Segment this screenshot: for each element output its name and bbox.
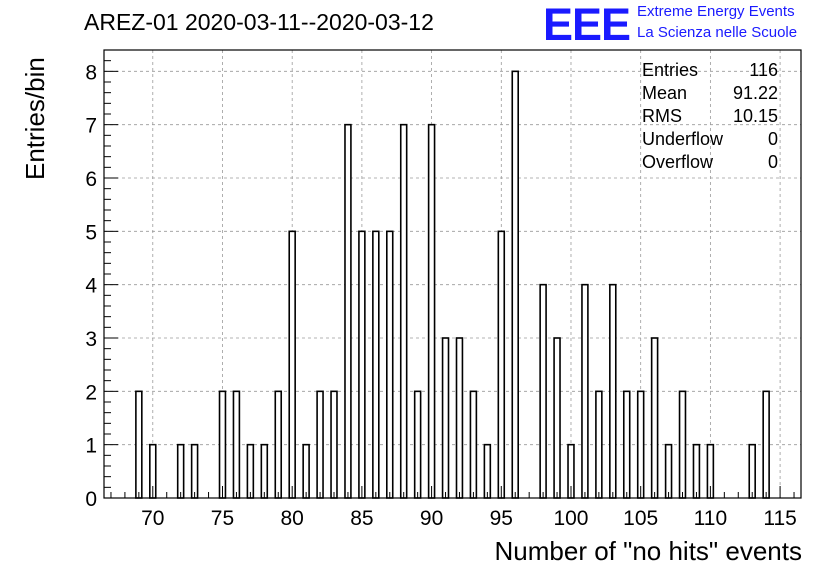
histogram-bar bbox=[330, 390, 338, 499]
histogram-bar bbox=[609, 283, 617, 499]
histogram-bar bbox=[288, 230, 296, 499]
x-tick-label: 105 bbox=[623, 507, 658, 530]
y-tick-label: 7 bbox=[85, 115, 97, 138]
histogram-bar bbox=[664, 443, 673, 499]
histogram-bar bbox=[622, 390, 631, 499]
histogram-bar bbox=[678, 390, 687, 499]
x-tick-label: 85 bbox=[350, 507, 373, 530]
stat-label: RMS bbox=[642, 106, 682, 126]
y-axis-label: Entries/bin bbox=[20, 57, 50, 180]
stat-row-entries: Entries 116 bbox=[638, 59, 784, 82]
y-tick-label: 6 bbox=[85, 168, 97, 191]
histogram-bar bbox=[218, 390, 227, 499]
histogram-bar bbox=[748, 443, 756, 499]
stat-label: Entries bbox=[642, 60, 699, 80]
histogram-bar bbox=[399, 123, 408, 499]
histogram-bar bbox=[246, 443, 255, 499]
x-tick-label: 90 bbox=[420, 507, 443, 530]
stat-value: 116 bbox=[749, 60, 778, 80]
stat-row-rms: RMS 10.15 bbox=[638, 105, 784, 128]
logo-line-1: Extreme Energy Events bbox=[637, 3, 795, 20]
stat-value: 0 bbox=[767, 129, 778, 149]
histogram-bar bbox=[692, 443, 701, 499]
y-tick-label: 1 bbox=[85, 435, 97, 458]
stat-label: Mean bbox=[642, 83, 688, 103]
x-tick-label: 110 bbox=[694, 507, 727, 530]
stat-row-mean: Mean 91.22 bbox=[638, 82, 784, 105]
histogram-bar bbox=[497, 230, 506, 499]
histogram-bar bbox=[455, 337, 464, 499]
stats-box: Entries 116 Mean 91.22 RMS 10.15 Underfl… bbox=[638, 59, 784, 174]
histogram-bar bbox=[469, 390, 478, 499]
histogram-bar bbox=[316, 390, 324, 499]
histogram-bar bbox=[427, 123, 436, 499]
y-tick-label: 5 bbox=[85, 221, 97, 244]
stat-row-underflow: Underflow 0 bbox=[638, 128, 784, 151]
histogram-bar bbox=[483, 443, 492, 499]
y-tick-label: 2 bbox=[85, 381, 97, 404]
y-tick-label: 4 bbox=[85, 275, 97, 298]
stat-value: 10.15 bbox=[732, 106, 778, 126]
tick-labels: 70 75 80 85 90 95 100 105 110 115 0 1 2 3 4 5 6 7 8 bbox=[85, 61, 797, 530]
histogram-bar bbox=[441, 337, 450, 499]
histogram-bar bbox=[511, 70, 520, 499]
histogram-bar bbox=[385, 230, 394, 499]
x-axis-label: Number of "no hits" events bbox=[494, 536, 803, 566]
histogram-bar bbox=[581, 283, 589, 499]
histogram-bar bbox=[595, 390, 603, 499]
logo-line-2: La Scienza nelle Scuole bbox=[637, 24, 798, 41]
stat-label: Overflow bbox=[642, 152, 714, 172]
histogram-bar bbox=[344, 123, 352, 499]
histogram-bar bbox=[553, 337, 561, 499]
x-tick-label: 115 bbox=[763, 507, 796, 530]
histogram-bar bbox=[302, 443, 310, 499]
histogram-bar bbox=[539, 283, 547, 499]
y-tick-label: 3 bbox=[85, 328, 97, 351]
histogram-bar bbox=[650, 337, 659, 499]
histogram-bar bbox=[176, 443, 185, 499]
x-tick-label: 100 bbox=[553, 507, 588, 530]
x-tick-label: 75 bbox=[211, 507, 234, 530]
histogram-bar bbox=[358, 230, 366, 499]
histogram-bar bbox=[372, 230, 380, 499]
histogram-bar bbox=[260, 443, 269, 499]
x-tick-label: 95 bbox=[490, 507, 513, 530]
chart-title: AREZ-01 2020-03-11--2020-03-12 bbox=[84, 9, 434, 35]
stat-label: Underflow bbox=[642, 129, 724, 149]
axis-ticks bbox=[104, 49, 795, 499]
x-tick-label: 80 bbox=[281, 507, 304, 530]
histogram-bar bbox=[636, 390, 645, 499]
eee-logo: EEE bbox=[543, 0, 631, 50]
stat-value: 91.22 bbox=[732, 83, 778, 103]
histogram-bar bbox=[274, 390, 283, 499]
histogram-bar bbox=[190, 443, 199, 499]
y-tick-label: 0 bbox=[85, 488, 97, 511]
x-tick-label: 70 bbox=[141, 507, 164, 530]
stat-value: 0 bbox=[767, 152, 778, 172]
stat-row-overflow: Overflow 0 bbox=[638, 151, 784, 174]
histogram-bar bbox=[232, 390, 241, 499]
histogram-bar bbox=[135, 390, 143, 499]
histogram-bar bbox=[762, 390, 770, 499]
y-tick-label: 8 bbox=[85, 61, 97, 84]
histogram-bar bbox=[413, 390, 422, 499]
